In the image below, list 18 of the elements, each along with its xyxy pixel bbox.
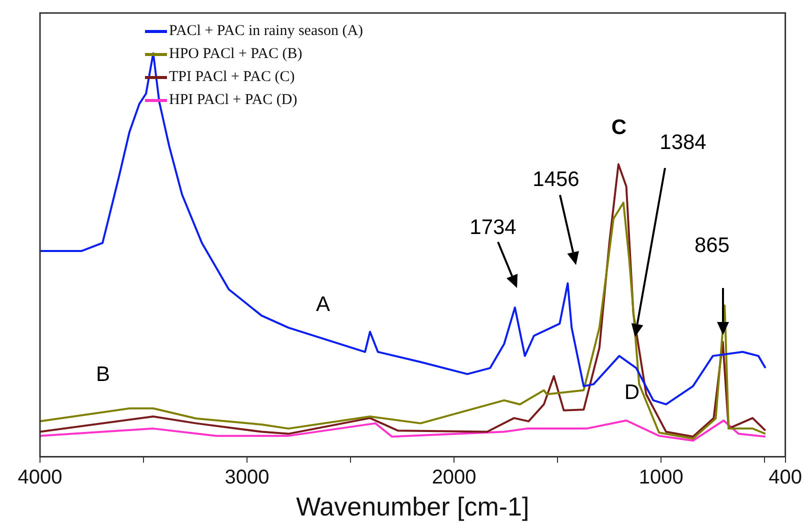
legend-label: TPI PACl + PAC (C) [169,69,295,86]
x-axis-title: Wavenumber [cm-1] [296,492,530,522]
annotation: 1456 [532,167,580,193]
legend-label: PACl + PAC in rainy season (A) [169,23,364,40]
x-tick-label: 3000 [224,466,270,488]
annotation: D [624,380,640,406]
legend-label: HPO PACl + PAC (B) [169,46,302,63]
x-tick-label: 4000 [18,466,62,488]
annotation: B [96,362,110,388]
annotation: 1384 [660,130,706,156]
legend-label: HPI PACl + PAC (D) [169,92,298,109]
x-tick-label: 1000 [638,466,684,488]
x-tick-label: 2000 [432,466,476,488]
annotation: C [611,115,627,141]
annotation: A [316,292,330,318]
x-tick-label: 400 [768,466,802,488]
annotation: 865 [694,233,730,259]
annotation: 1734 [470,215,516,241]
